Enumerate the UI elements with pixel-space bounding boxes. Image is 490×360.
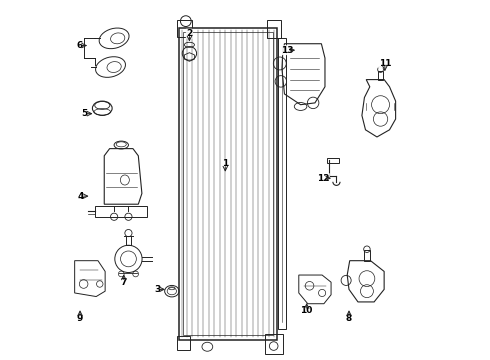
Text: 3: 3: [154, 285, 160, 294]
Bar: [364, 250, 370, 261]
Text: 8: 8: [346, 314, 352, 323]
Bar: [95, 206, 147, 217]
Text: 12: 12: [317, 174, 329, 183]
Text: 10: 10: [300, 306, 313, 315]
Text: 5: 5: [81, 109, 88, 118]
Bar: [179, 28, 277, 339]
Bar: [378, 71, 383, 80]
Text: 9: 9: [77, 314, 83, 323]
Bar: [177, 336, 191, 350]
Text: 2: 2: [186, 29, 193, 38]
Text: 7: 7: [121, 278, 127, 287]
Text: 4: 4: [77, 192, 84, 201]
Text: 1: 1: [222, 159, 228, 168]
Bar: [265, 334, 283, 354]
Bar: [327, 158, 339, 163]
Bar: [278, 39, 286, 329]
Text: 11: 11: [379, 59, 391, 68]
Text: 6: 6: [76, 41, 82, 50]
Bar: [267, 21, 281, 39]
Bar: [177, 21, 192, 37]
Bar: [183, 32, 273, 335]
Text: 13: 13: [281, 46, 294, 55]
